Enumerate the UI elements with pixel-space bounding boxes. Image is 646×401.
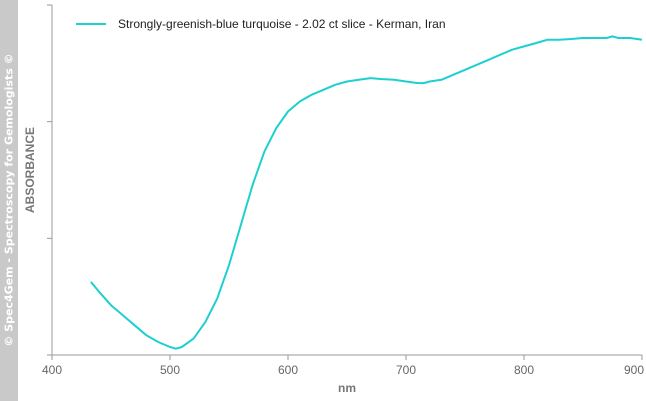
x-tick-label: 600 [278, 363, 298, 377]
x-axis-ticks: 400 500 600 700 800 900 [42, 355, 644, 377]
x-tick-label: 800 [514, 363, 534, 377]
x-tick-label: 400 [42, 363, 62, 377]
y-axis-ticks [47, 4, 52, 356]
series-line [90, 35, 643, 350]
axes [51, 5, 642, 356]
y-axis-title: ABSORBANCE [23, 127, 37, 213]
x-tick-label: 500 [160, 363, 180, 377]
legend-label: Strongly-greenish-blue turquoise - 2.02 … [118, 17, 446, 31]
x-tick-label: 900 [624, 363, 644, 377]
watermark-strip: © Spec4Gem - Spectroscopy for Gemologist… [0, 0, 18, 401]
x-axis-title: nm [338, 381, 356, 395]
legend: Strongly-greenish-blue turquoise - 2.02 … [76, 17, 446, 31]
x-tick-label: 700 [396, 363, 416, 377]
